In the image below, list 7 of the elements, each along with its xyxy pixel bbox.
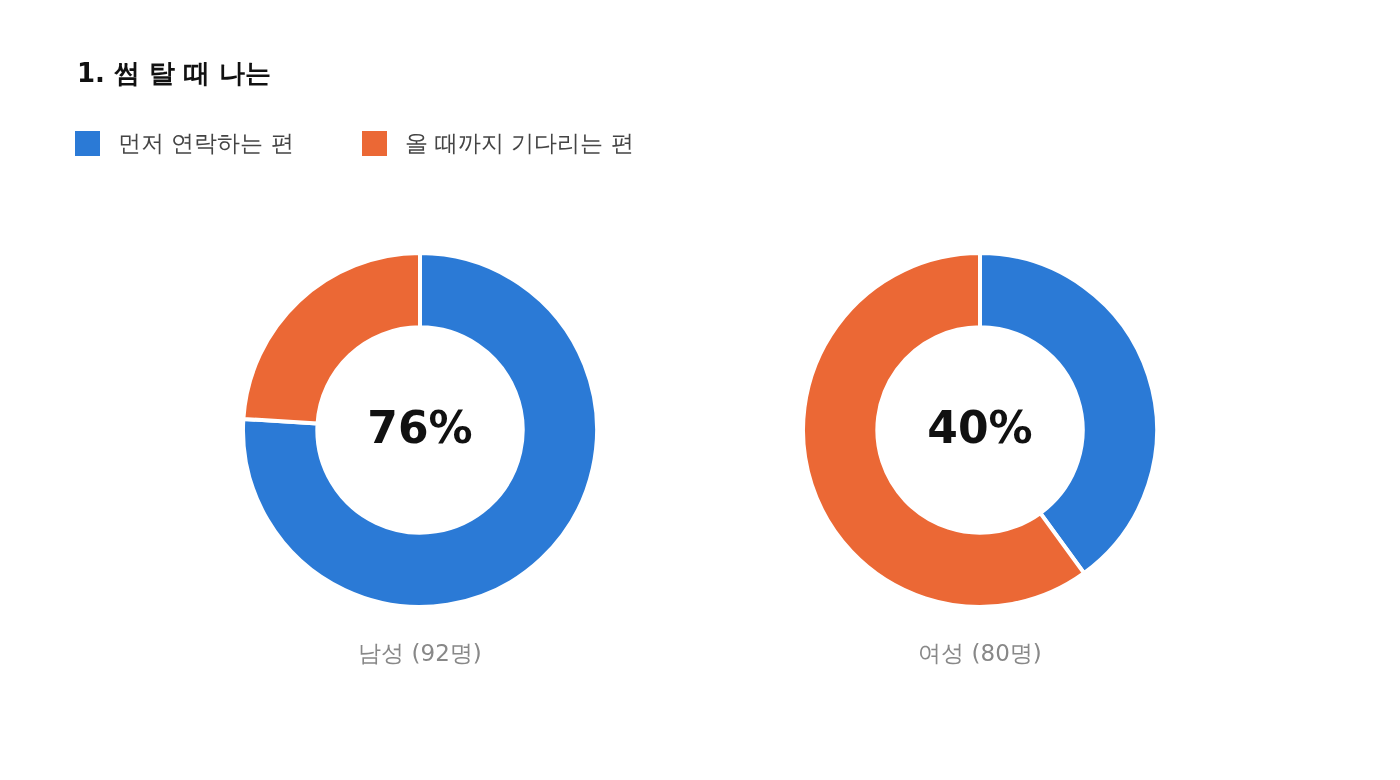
text: 여성 (80명) <box>917 639 1043 668</box>
text: 남성 (92명) <box>357 639 483 668</box>
legend-label: 올 때까지 기다리는 편 <box>404 129 634 158</box>
text: 76% <box>367 402 473 454</box>
legend-label: 먼저 연락하는 편 <box>118 129 294 158</box>
chart-title: 1. 썸 탈 때 나는 <box>77 57 272 90</box>
text: 40% <box>927 402 1033 454</box>
